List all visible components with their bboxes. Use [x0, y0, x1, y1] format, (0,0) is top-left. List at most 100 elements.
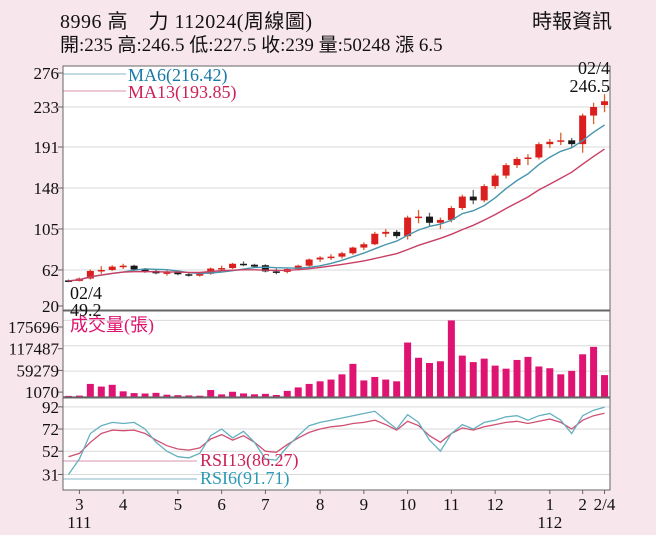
volume-bar — [108, 384, 116, 397]
ma6-line — [68, 124, 605, 282]
candle-down — [174, 272, 182, 275]
volume-bar — [163, 394, 171, 397]
volume-bar — [305, 383, 313, 397]
svg-text:8: 8 — [316, 495, 325, 514]
volume-bar — [218, 394, 226, 397]
svg-text:3: 3 — [75, 495, 84, 514]
svg-text:12: 12 — [487, 495, 504, 514]
volume-bar — [590, 346, 598, 397]
candle-up — [415, 216, 423, 219]
svg-text:2: 2 — [578, 495, 587, 514]
last-week-high-label: 246.5 — [569, 76, 611, 96]
candle-up — [305, 259, 313, 266]
svg-text:1: 1 — [546, 495, 555, 514]
svg-text:4: 4 — [119, 495, 128, 514]
volume-bar — [272, 394, 280, 397]
volume-bar — [371, 376, 379, 397]
volume-bar — [393, 381, 401, 397]
candle-up — [601, 101, 609, 106]
volume-bars — [64, 320, 609, 397]
candle-down — [64, 280, 72, 282]
volume-bar — [480, 358, 488, 397]
candle-up — [86, 270, 94, 279]
legend-swatch-lines — [63, 73, 197, 480]
candle-up — [316, 257, 324, 260]
candle-up — [371, 233, 379, 245]
svg-text:2/4: 2/4 — [594, 495, 616, 514]
svg-text:233: 233 — [34, 98, 60, 117]
last-week-date-label: 02/4 — [577, 58, 610, 78]
candle-up — [327, 256, 335, 259]
rsi13-line — [68, 412, 605, 458]
volume-bar — [524, 356, 532, 397]
svg-text:276: 276 — [34, 64, 60, 83]
candle-up — [404, 217, 412, 237]
rsi6-line — [67, 406, 605, 475]
svg-text:6: 6 — [217, 495, 226, 514]
svg-text:1070: 1070 — [25, 383, 59, 402]
volume-bar — [469, 362, 477, 397]
svg-text:175696: 175696 — [8, 318, 59, 337]
candle-up — [458, 196, 466, 209]
candle-up — [108, 266, 116, 270]
candle-down — [141, 269, 149, 271]
volume-bar — [141, 393, 149, 397]
svg-text:11: 11 — [443, 495, 459, 514]
svg-text:9: 9 — [360, 495, 369, 514]
volume-bar — [240, 393, 248, 397]
svg-text:5: 5 — [174, 495, 183, 514]
ohlc-stats: 開:235 高:246.5 低:227.5 收:239 量:50248 漲 6.… — [60, 35, 443, 56]
svg-text:105: 105 — [34, 220, 60, 239]
candle-up — [163, 272, 171, 274]
candle-down — [130, 265, 138, 270]
ma6-legend-label: MA6(216.42) — [128, 65, 228, 85]
volume-bar — [294, 387, 302, 397]
volume-bar — [382, 379, 390, 397]
volume-bar — [425, 363, 433, 397]
candle-up — [360, 244, 368, 248]
svg-text:72: 72 — [42, 420, 59, 439]
candle-down — [272, 271, 280, 273]
volume-bar — [458, 355, 466, 397]
candle-up — [502, 165, 510, 176]
candle-up — [218, 268, 226, 270]
volume-bar — [97, 386, 105, 397]
candle-up — [97, 269, 105, 272]
volume-bar — [415, 357, 423, 397]
volume-bar — [404, 342, 412, 397]
first-week-low-label: 49.2 — [70, 300, 102, 320]
svg-text:111: 111 — [67, 513, 91, 532]
svg-text:112: 112 — [537, 513, 562, 532]
candle-up — [480, 186, 488, 201]
svg-text:10: 10 — [399, 495, 416, 514]
volume-bar — [283, 390, 291, 397]
volume-bar — [327, 379, 335, 397]
volume-bar — [513, 359, 521, 397]
candle-up — [524, 157, 532, 159]
svg-text:52: 52 — [42, 442, 59, 461]
candle-up — [349, 247, 357, 254]
svg-text:148: 148 — [34, 179, 60, 198]
volume-bar — [130, 393, 138, 397]
source-label: 時報資訊 — [532, 11, 612, 33]
candle-up — [338, 253, 346, 257]
volume-bar — [75, 395, 83, 397]
volume-bar — [360, 380, 368, 397]
volume-bar — [229, 391, 237, 397]
page-title: 8996 高 力 112024(周線圖) — [60, 11, 313, 33]
candle-down — [393, 231, 401, 237]
volume-bar — [261, 393, 269, 397]
svg-text:191: 191 — [34, 138, 60, 157]
volume-bar — [568, 370, 576, 397]
candle-down — [185, 274, 193, 276]
volume-bar — [502, 368, 510, 397]
candle-up — [294, 265, 302, 270]
candle-up — [447, 208, 455, 220]
svg-text:7: 7 — [261, 495, 270, 514]
svg-text:92: 92 — [42, 398, 59, 417]
ma13-legend-label: MA13(193.85) — [128, 82, 237, 102]
candle-up — [557, 140, 565, 142]
ma13-line — [68, 148, 605, 282]
